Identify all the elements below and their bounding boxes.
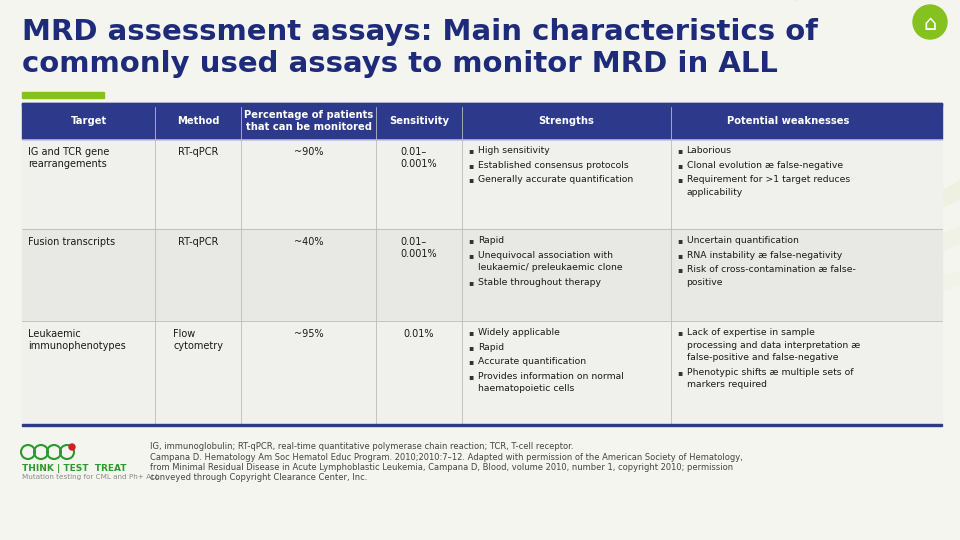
- Text: Mutation testing for CML and Ph+ ALL: Mutation testing for CML and Ph+ ALL: [22, 474, 159, 480]
- Text: MRD assessment assays: Main characteristics of: MRD assessment assays: Main characterist…: [22, 18, 818, 46]
- Text: markers required: markers required: [686, 380, 767, 389]
- Text: Established consensus protocols: Established consensus protocols: [478, 160, 629, 170]
- Text: ▪: ▪: [678, 175, 683, 184]
- Text: ▪: ▪: [468, 160, 474, 170]
- Text: Rapid: Rapid: [478, 236, 504, 245]
- Text: ▪: ▪: [678, 146, 683, 155]
- Text: Stable throughout therapy: Stable throughout therapy: [478, 278, 601, 287]
- Text: conveyed through Copyright Clearance Center, Inc.: conveyed through Copyright Clearance Cen…: [150, 473, 368, 482]
- Text: 0.01–
0.001%: 0.01– 0.001%: [400, 147, 438, 168]
- Text: ▪: ▪: [468, 146, 474, 155]
- Text: commonly used assays to monitor MRD in ALL: commonly used assays to monitor MRD in A…: [22, 50, 778, 78]
- Text: Rapid: Rapid: [478, 342, 504, 352]
- Text: ▪: ▪: [468, 328, 474, 337]
- Text: ▪: ▪: [468, 278, 474, 287]
- Text: ▪: ▪: [678, 368, 683, 377]
- Text: ▪: ▪: [468, 342, 474, 352]
- Text: ~90%: ~90%: [294, 147, 324, 157]
- Text: Flow
cytometry: Flow cytometry: [173, 329, 223, 350]
- Text: IG, immunoglobulin; RT-qPCR, real-time quantitative polymerase chain reaction; T: IG, immunoglobulin; RT-qPCR, real-time q…: [150, 442, 573, 451]
- Text: positive: positive: [686, 278, 723, 287]
- Text: false-positive and false-negative: false-positive and false-negative: [686, 353, 838, 362]
- Text: Requirement for >1 target reduces: Requirement for >1 target reduces: [686, 175, 850, 184]
- Text: Laborious: Laborious: [686, 146, 732, 155]
- Text: ▪: ▪: [468, 251, 474, 260]
- Text: applicability: applicability: [686, 188, 743, 197]
- Text: IG and TCR gene
rearrangements: IG and TCR gene rearrangements: [28, 147, 109, 168]
- Text: ▪: ▪: [468, 236, 474, 245]
- Text: Generally accurate quantification: Generally accurate quantification: [478, 175, 633, 184]
- Text: High sensitivity: High sensitivity: [478, 146, 549, 155]
- Text: Risk of cross-contamination æ false-: Risk of cross-contamination æ false-: [686, 265, 855, 274]
- Text: Clonal evolution æ false-negative: Clonal evolution æ false-negative: [686, 160, 843, 170]
- Text: ▪: ▪: [678, 265, 683, 274]
- Text: Phenotypic shifts æ multiple sets of: Phenotypic shifts æ multiple sets of: [686, 368, 853, 377]
- Text: Sensitivity: Sensitivity: [389, 116, 449, 126]
- Text: Strengths: Strengths: [539, 116, 594, 126]
- Text: ▪: ▪: [468, 357, 474, 366]
- Text: Uncertain quantification: Uncertain quantification: [686, 236, 799, 245]
- Text: RT-qPCR: RT-qPCR: [178, 237, 218, 247]
- Text: 0.01–
0.001%: 0.01– 0.001%: [400, 237, 438, 259]
- Text: Leukaemic
immunophenotypes: Leukaemic immunophenotypes: [28, 329, 126, 350]
- Text: RT-qPCR: RT-qPCR: [178, 147, 218, 157]
- Text: Campana D. Hematology Am Soc Hematol Educ Program. 2010;2010:7–12. Adapted with : Campana D. Hematology Am Soc Hematol Edu…: [150, 453, 743, 462]
- Bar: [22, 229, 942, 321]
- Circle shape: [69, 444, 75, 450]
- Text: Target: Target: [71, 116, 107, 126]
- Text: Unequivocal association with: Unequivocal association with: [478, 251, 612, 260]
- Text: ▪: ▪: [678, 251, 683, 260]
- Text: RNA instability æ false-negativity: RNA instability æ false-negativity: [686, 251, 842, 260]
- Text: Widely applicable: Widely applicable: [478, 328, 560, 337]
- Text: processing and data interpretation æ: processing and data interpretation æ: [686, 341, 860, 349]
- Text: ⌂: ⌂: [924, 14, 937, 34]
- Bar: [22, 103, 942, 139]
- Bar: [22, 139, 942, 229]
- Text: Accurate quantification: Accurate quantification: [478, 357, 586, 366]
- Text: haematopoietic cells: haematopoietic cells: [478, 384, 574, 393]
- Text: ▪: ▪: [678, 328, 683, 337]
- Text: 0.01%: 0.01%: [404, 329, 434, 339]
- Text: Lack of expertise in sample: Lack of expertise in sample: [686, 328, 814, 337]
- Text: ▪: ▪: [468, 372, 474, 381]
- Text: ~95%: ~95%: [294, 329, 324, 339]
- Text: ~40%: ~40%: [294, 237, 324, 247]
- Text: from Minimal Residual Disease in Acute Lymphoblastic Leukemia, Campana D, Blood,: from Minimal Residual Disease in Acute L…: [150, 463, 733, 472]
- Text: Percentage of patients
that can be monitored: Percentage of patients that can be monit…: [244, 110, 373, 132]
- Text: Provides information on normal: Provides information on normal: [478, 372, 624, 381]
- Text: Fusion transcripts: Fusion transcripts: [28, 237, 115, 247]
- Bar: [22, 321, 942, 426]
- Text: Method: Method: [177, 116, 220, 126]
- Bar: [22, 92, 104, 98]
- Bar: [22, 423, 942, 426]
- Text: THINK | TEST  TREAT: THINK | TEST TREAT: [22, 464, 127, 473]
- Text: ▪: ▪: [468, 175, 474, 184]
- Circle shape: [913, 5, 947, 39]
- Bar: [22, 103, 942, 105]
- Text: Potential weaknesses: Potential weaknesses: [727, 116, 849, 126]
- Text: leukaemic/ preleukaemic clone: leukaemic/ preleukaemic clone: [478, 263, 622, 272]
- Text: ▪: ▪: [678, 160, 683, 170]
- Text: ▪: ▪: [678, 236, 683, 245]
